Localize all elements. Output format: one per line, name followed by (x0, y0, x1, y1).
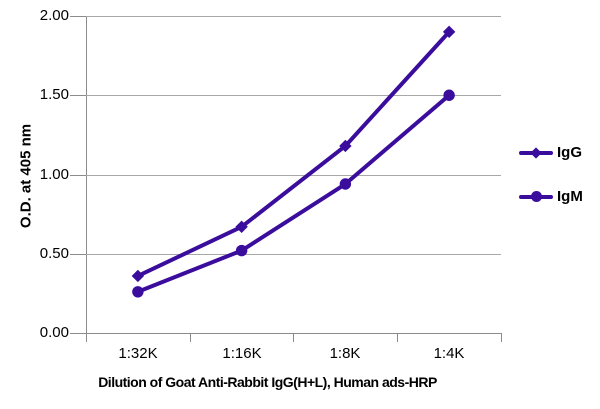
y-tick-label: 2.00 (39, 7, 69, 24)
diamond-marker-icon (530, 146, 542, 159)
y-axis-tick (70, 95, 86, 96)
data-point-igg (235, 220, 248, 234)
y-axis-line (86, 16, 87, 333)
circle-marker-icon (530, 191, 542, 202)
y-tick-label: 0.00 (39, 324, 69, 341)
x-axis-tick (86, 333, 87, 342)
x-tick-label: 1:32K (118, 345, 158, 362)
data-point-igm (235, 244, 248, 257)
x-tick-label: 1:16K (222, 345, 262, 362)
y-tick-label: 1.00 (39, 166, 69, 183)
y-axis-tick (70, 175, 86, 176)
x-axis-tick (190, 333, 191, 342)
legend-label-igm: IgM (557, 188, 583, 205)
data-point-igm (339, 178, 352, 190)
x-tick-label: 1:4K (433, 345, 465, 362)
y-tick-label: 1.50 (39, 86, 69, 103)
x-axis-title: Dilution of Goat Anti-Rabbit IgG(H+L), H… (98, 374, 437, 390)
data-point-igm (132, 286, 144, 298)
y-axis-tick (70, 254, 86, 255)
x-axis-line (70, 333, 501, 334)
x-axis-tick (501, 333, 502, 342)
data-point-igg (131, 269, 145, 283)
legend-item-igm: IgM (519, 188, 583, 205)
legend-marker-igm (519, 191, 553, 203)
legend-marker-igg (519, 146, 553, 159)
plot-area (86, 16, 501, 298)
legend-label-igg: IgG (557, 144, 582, 161)
x-tick-label: 1:8K (329, 345, 361, 362)
series-line-igm (137, 93, 451, 294)
legend-item-igg: IgG (519, 144, 582, 161)
y-axis-tick (70, 16, 86, 17)
data-point-igg (339, 139, 352, 153)
x-axis-tick (293, 333, 294, 342)
series-line-igg (137, 30, 451, 278)
y-tick-label: 0.50 (39, 245, 69, 262)
x-axis-tick (397, 333, 398, 342)
data-point-igm (443, 89, 455, 101)
